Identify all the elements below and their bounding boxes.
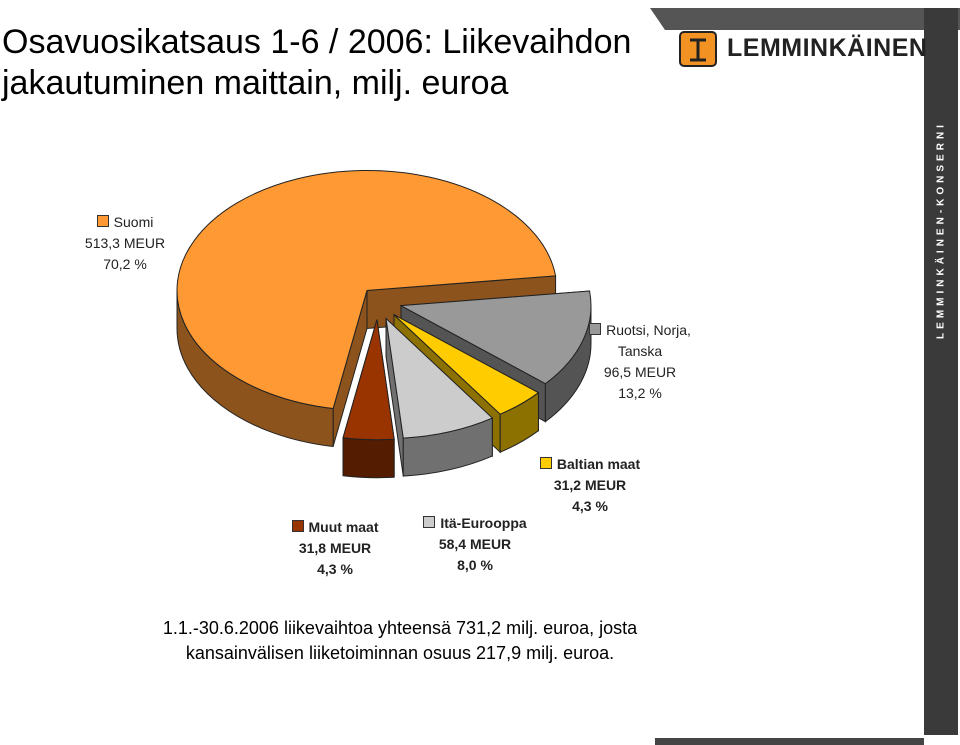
legend-swatch xyxy=(539,457,552,469)
legend-label: Muut maat xyxy=(308,519,379,535)
percent-label: 13,2 % xyxy=(618,385,662,401)
slice xyxy=(399,290,592,385)
legend-label: Suomi xyxy=(113,214,154,230)
slide-title: Osavuosikatsaus 1-6 / 2006: Liikevaihdon… xyxy=(2,23,632,102)
data-label: Ruotsi, Norja, Tanska 96,5 MEUR 13,2 % xyxy=(575,320,705,404)
legend-entry: Muut maat xyxy=(270,517,400,538)
percent-label: 4,3 % xyxy=(317,561,353,577)
slice xyxy=(385,317,494,439)
data-label: Suomi 513,3 MEUR 70,2 % xyxy=(55,212,195,275)
logo-icon-figure xyxy=(690,38,706,62)
footer-band xyxy=(655,738,924,745)
side-bar xyxy=(924,8,958,735)
amount-label: 31,8 MEUR xyxy=(298,540,372,556)
legend-entry: Itä-Eurooppa xyxy=(405,513,545,534)
legend-entry: Ruotsi, Norja, Tanska xyxy=(575,320,705,362)
legend-label: Itä-Eurooppa xyxy=(440,515,527,531)
data-label: Baltian maat 31,2 MEUR 4,3 % xyxy=(520,454,660,517)
slice xyxy=(393,314,540,415)
logo-group: LEMMINKÄINEN-KONSERNI xyxy=(935,121,947,339)
data-label: Muut maat 31,8 MEUR 4,3 % xyxy=(270,517,400,580)
amount-label: 513,3 MEUR xyxy=(84,235,166,251)
legend-swatch xyxy=(291,520,304,532)
amount-label: 31,2 MEUR xyxy=(553,477,627,493)
legend-swatch xyxy=(589,323,602,335)
legend-swatch xyxy=(423,516,436,528)
header-band xyxy=(650,8,960,30)
slice-side xyxy=(342,437,395,479)
legend-swatch xyxy=(96,215,109,227)
legend-label: Ruotsi, Norja, Tanska xyxy=(606,322,691,359)
pie xyxy=(176,169,592,479)
slice xyxy=(342,319,395,441)
percent-label: 70,2 % xyxy=(103,256,147,272)
data-label: Itä-Eurooppa 58,4 MEUR 8,0 % xyxy=(405,513,545,576)
amount-label: 58,4 MEUR xyxy=(438,536,512,552)
slice xyxy=(176,169,557,410)
footnote: 1.1.-30.6.2006 liikevaihtoa yhteensä 731… xyxy=(162,618,638,663)
legend-entry: Baltian maat xyxy=(520,454,660,475)
legend-entry: Suomi xyxy=(55,212,195,233)
legend-label: Baltian maat xyxy=(556,456,641,472)
percent-label: 4,3 % xyxy=(572,498,608,514)
percent-label: 8,0 % xyxy=(457,557,493,573)
logo-name: LEMMINKÄINEN xyxy=(727,34,928,62)
amount-label: 96,5 MEUR xyxy=(603,364,677,380)
